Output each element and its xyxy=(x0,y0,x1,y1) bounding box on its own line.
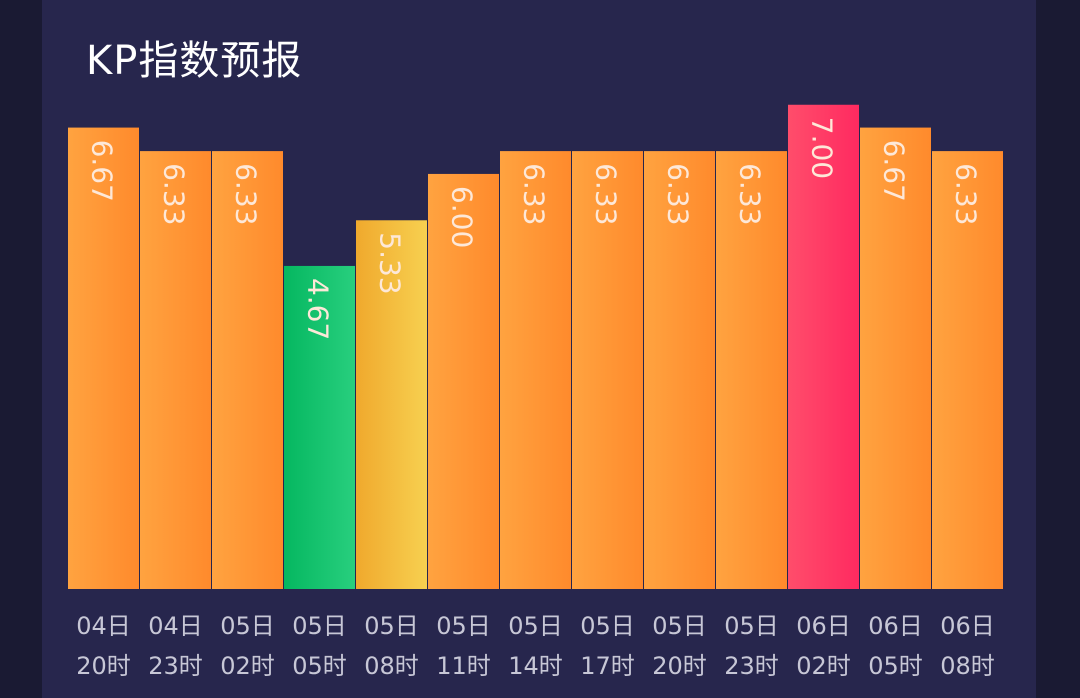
bars-layer xyxy=(68,104,1003,590)
x-tick-label-hour: 05时 xyxy=(292,652,347,680)
bar xyxy=(860,127,931,590)
kp-forecast-panel: KP指数预报 6.67 6.33 6.33 4.67 5.33 6.00 6.33 6.33 6… xyxy=(42,0,1036,698)
bar-value-label: 6.67 xyxy=(878,140,911,202)
left-margin xyxy=(0,0,42,698)
bar-value-label: 6.33 xyxy=(158,163,191,225)
bar xyxy=(932,151,1003,590)
x-tick-label-hour: 17时 xyxy=(580,652,635,680)
bar-value-label: 6.00 xyxy=(446,186,479,248)
bar-value-label: 6.33 xyxy=(230,163,263,225)
bar-value-label: 6.33 xyxy=(518,163,551,225)
bar xyxy=(644,151,715,590)
x-tick-label-hour: 08时 xyxy=(364,652,419,680)
x-tick-label-day: 06日 xyxy=(868,612,923,640)
x-tick-label-hour: 23时 xyxy=(724,652,779,680)
bar xyxy=(68,127,139,590)
x-tick-label-hour: 11时 xyxy=(436,652,491,680)
bar-value-label: 6.33 xyxy=(590,163,623,225)
x-tick-label-day: 05日 xyxy=(508,612,563,640)
x-tick-label-hour: 14时 xyxy=(508,652,563,680)
bar xyxy=(428,173,499,589)
x-axis-labels: 04日 20时 04日 23时 05日 02时 05日 05时 05日 08时 05日 11时 05日 1… xyxy=(76,612,995,680)
bar xyxy=(716,151,787,590)
bar xyxy=(284,265,355,589)
x-tick-label-hour: 20时 xyxy=(76,652,131,680)
value-labels-layer: 6.67 6.33 6.33 4.67 5.33 6.00 6.33 6.33 6.33 6.33… xyxy=(86,117,983,341)
x-tick-label-hour: 05时 xyxy=(868,652,923,680)
x-tick-label-hour: 02时 xyxy=(796,652,851,680)
x-tick-label-day: 05日 xyxy=(292,612,347,640)
x-tick-label-day: 05日 xyxy=(580,612,635,640)
chart-title: KP指数预报 xyxy=(86,38,303,84)
right-margin xyxy=(1036,0,1080,698)
bar xyxy=(212,151,283,590)
x-tick-label-day: 06日 xyxy=(796,612,851,640)
x-tick-label-day: 06日 xyxy=(940,612,995,640)
bar-value-label: 6.33 xyxy=(950,163,983,225)
x-tick-label-hour: 23时 xyxy=(148,652,203,680)
kp-bar-chart: 6.67 6.33 6.33 4.67 5.33 6.00 6.33 6.33 6.33 6.33… xyxy=(68,104,1003,680)
x-tick-label-hour: 08时 xyxy=(940,652,995,680)
x-tick-label-day: 05日 xyxy=(652,612,707,640)
bar-value-label: 4.67 xyxy=(302,278,335,340)
x-tick-label-day: 04日 xyxy=(76,612,131,640)
bar-value-label: 7.00 xyxy=(806,117,839,179)
bar-value-label: 6.33 xyxy=(662,163,695,225)
x-tick-label-hour: 02时 xyxy=(220,652,275,680)
x-tick-label-day: 05日 xyxy=(364,612,419,640)
bar xyxy=(140,151,211,590)
x-tick-label-day: 05日 xyxy=(436,612,491,640)
bar-value-label: 5.33 xyxy=(374,232,407,294)
x-tick-label-day: 05日 xyxy=(220,612,275,640)
x-tick-label-day: 05日 xyxy=(724,612,779,640)
x-tick-label-day: 04日 xyxy=(148,612,203,640)
bar-value-label: 6.33 xyxy=(734,163,767,225)
bar xyxy=(356,220,427,589)
bar-value-label: 6.67 xyxy=(86,140,119,202)
bar xyxy=(500,151,571,590)
bar xyxy=(572,151,643,590)
bar xyxy=(788,104,859,590)
x-tick-label-hour: 20时 xyxy=(652,652,707,680)
